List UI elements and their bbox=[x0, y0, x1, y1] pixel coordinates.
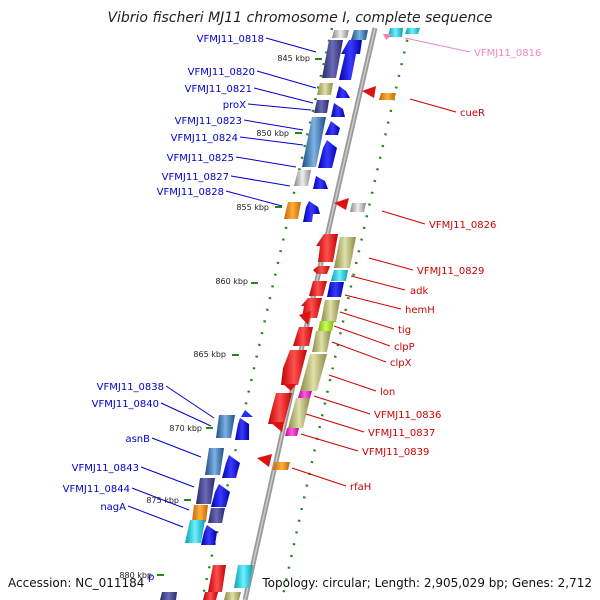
gene-VFMJ11_0818 bbox=[322, 40, 343, 78]
label-rfaH: rfaH bbox=[350, 482, 371, 493]
label-VFMJ11_0836: VFMJ11_0836 bbox=[374, 410, 441, 421]
label-tig: tig bbox=[398, 325, 411, 336]
gene-lon bbox=[281, 350, 307, 385]
label-VFMJ11_0825: VFMJ11_0825 bbox=[167, 153, 234, 164]
gene-clpP bbox=[299, 311, 311, 325]
label-VFMJ11_0827: VFMJ11_0827 bbox=[162, 172, 229, 183]
label-VFMJ11_0843: VFMJ11_0843 bbox=[72, 463, 139, 474]
label-VFMJ11_0826: VFMJ11_0826 bbox=[429, 220, 496, 231]
tick-label: 860 kbp bbox=[215, 277, 248, 286]
label-VFMJ11_0823: VFMJ11_0823 bbox=[175, 116, 242, 127]
label-VFMJ11_0829: VFMJ11_0829 bbox=[417, 266, 484, 277]
label-clpX: clpX bbox=[390, 358, 412, 369]
gene-VFMJ11_0827 bbox=[294, 170, 311, 186]
label-asnB: asnB bbox=[125, 434, 150, 445]
tick-label: 880 kbp bbox=[119, 571, 152, 580]
tick-label: 865 kbp bbox=[193, 350, 226, 359]
label-nagA: nagA bbox=[100, 502, 126, 513]
label-hemH: hemH bbox=[405, 305, 435, 316]
gene-asnB bbox=[205, 448, 224, 475]
map-title: Vibrio fischeri MJ11 chromosome I, compl… bbox=[107, 10, 492, 26]
gene-VFMJ11_0844 bbox=[192, 505, 208, 522]
gene-nagA bbox=[185, 520, 205, 543]
gene-VFMJ11_0829 bbox=[316, 234, 338, 262]
label-VFMJ11_0820: VFMJ11_0820 bbox=[188, 67, 255, 78]
left-labels: VFMJ11_0818 VFMJ11_0820 VFMJ11_0821 proX… bbox=[63, 34, 317, 528]
gene-VFMJ11_0826 bbox=[334, 198, 349, 210]
gene-VFMJ11_0824 bbox=[302, 117, 326, 167]
label-VFMJ11_0821: VFMJ11_0821 bbox=[185, 84, 252, 95]
tick-label: 845 kbp bbox=[277, 54, 310, 63]
accession-text: Accession: NC_011184 bbox=[8, 576, 144, 590]
label-VFMJ11_0839: VFMJ11_0839 bbox=[362, 447, 429, 458]
label-proX: proX bbox=[223, 100, 246, 111]
gene-rfaH bbox=[257, 454, 272, 467]
gene-VFMJ11_0839 bbox=[270, 422, 284, 432]
gene-clpX bbox=[293, 327, 313, 346]
left-dotted-track bbox=[200, 27, 334, 600]
label-adk: adk bbox=[410, 286, 428, 297]
label-lon: lon bbox=[380, 387, 395, 398]
label-VFMJ11_0844: VFMJ11_0844 bbox=[63, 484, 130, 495]
reverse-strand-genes bbox=[203, 28, 420, 600]
label-VFMJ11_0828: VFMJ11_0828 bbox=[157, 187, 224, 198]
gene-adk bbox=[313, 266, 330, 274]
gene-arrow bbox=[339, 40, 362, 80]
gene-VFMJ11_0838 bbox=[216, 415, 235, 438]
label-VFMJ11_0837: VFMJ11_0837 bbox=[368, 428, 435, 439]
gene-hemH bbox=[309, 281, 327, 296]
label-partial: p bbox=[148, 572, 154, 583]
label-VFMJ11_0840: VFMJ11_0840 bbox=[92, 399, 159, 410]
gene-VFMJ11_0837 bbox=[268, 393, 292, 424]
ruler: 845 kbp 850 kbp 855 kbp 860 kbp 865 kbp … bbox=[119, 54, 322, 580]
gene-cueR bbox=[362, 86, 376, 98]
label-VFMJ11_0824: VFMJ11_0824 bbox=[171, 133, 238, 144]
label-cueR: cueR bbox=[460, 108, 485, 119]
tick-label: 850 kbp bbox=[256, 129, 289, 138]
right-dotted-track bbox=[280, 27, 412, 600]
gene-VFMJ11_0828 bbox=[284, 202, 301, 219]
gene-VFMJ11_0820 bbox=[317, 83, 333, 95]
label-VFMJ11_0818: VFMJ11_0818 bbox=[197, 34, 264, 45]
gene-VFMJ11_0843 bbox=[196, 478, 215, 504]
forward-strand-genes bbox=[160, 30, 368, 600]
gene-VFMJ11_0836 bbox=[283, 384, 296, 391]
gene-proX bbox=[314, 100, 329, 113]
label-VFMJ11_0838: VFMJ11_0838 bbox=[97, 382, 164, 393]
label-VFMJ11_0816: VFMJ11_0816 bbox=[474, 48, 541, 59]
gene-arrow bbox=[318, 140, 337, 168]
tick-label: 870 kbp bbox=[169, 424, 202, 433]
genome-summary-text: Topology: circular; Length: 2,905,029 bp… bbox=[261, 576, 592, 590]
right-labels: VFMJ11_0816 cueR VFMJ11_0826 VFMJ11_0829… bbox=[291, 37, 541, 493]
label-clpP: clpP bbox=[394, 342, 415, 353]
tick-label: 855 kbp bbox=[236, 203, 269, 212]
tick-label: 875 kbp bbox=[146, 496, 179, 505]
